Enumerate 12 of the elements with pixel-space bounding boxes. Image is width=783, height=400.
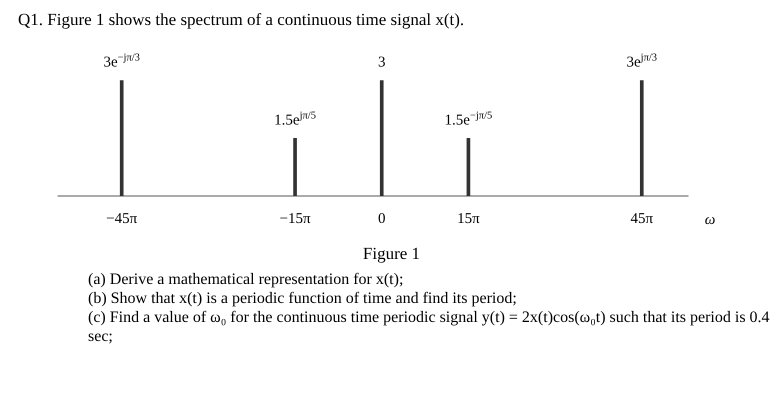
data-label: 3 — [378, 54, 386, 71]
text: (a) Derive a mathematical representation for x(t); — [88, 270, 404, 289]
chart-title: Q1. Figure 1 shows the spectrum of a continuous time signal x(t). — [17, 9, 466, 31]
text: (b) Show that x(t) is a periodic function of time and find its period; — [88, 289, 518, 308]
x-tick-label: 0 — [378, 210, 386, 227]
x-tick-label: −15π — [280, 210, 311, 227]
caption: Figure 1 — [362, 244, 422, 264]
x-tick-label: −45π — [106, 210, 138, 227]
x-axis-title: ω — [704, 212, 716, 228]
x-tick-label: 45π — [630, 210, 654, 227]
text: (c) Find a value of ω₀ for the continuous time periodic signal y(t) = 2x(t)cos(ω₀t) such that its period is 0.4 sec; — [88, 308, 771, 346]
x-tick-label: 15π — [457, 210, 480, 227]
